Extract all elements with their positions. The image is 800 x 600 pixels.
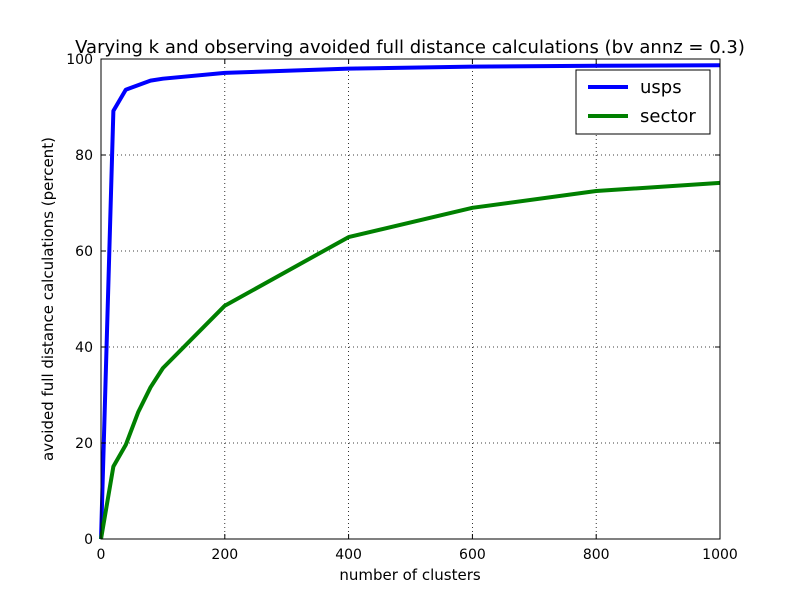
y-tick-label: 100: [66, 52, 93, 68]
x-axis-label: number of clusters: [339, 566, 481, 584]
x-tick-label: 0: [97, 547, 106, 563]
legend-label-sector: sector: [640, 106, 696, 127]
plot-frame: [100, 58, 721, 540]
series-layer: [99, 63, 721, 540]
x-tick-label: 1000: [702, 547, 738, 563]
x-tick-label: 800: [583, 547, 610, 563]
legend-box: [575, 69, 711, 135]
y-tick-label: 40: [75, 340, 93, 356]
y-tick-label: 80: [75, 148, 93, 164]
gridlines: [101, 59, 720, 539]
y-axis-label: avoided full distance calculations (perc…: [39, 137, 57, 461]
chart-title: Varying k and observing avoided full dis…: [75, 37, 745, 58]
y-tick-label: 20: [75, 436, 93, 452]
series-line-sector: [99, 180, 721, 540]
legend-label-usps: usps: [640, 77, 682, 98]
series-line-usps: [99, 63, 721, 540]
x-tick-label: 200: [211, 547, 238, 563]
y-tick-label: 0: [84, 532, 93, 548]
legend: usps sector: [575, 69, 711, 135]
axis-ticks: [100, 58, 721, 540]
tick-labels: 0 200 400 600 800 1000 0 20 40 60 80 100: [66, 52, 738, 563]
x-tick-label: 400: [335, 547, 362, 563]
y-tick-label: 60: [75, 244, 93, 260]
x-tick-label: 600: [459, 547, 486, 563]
